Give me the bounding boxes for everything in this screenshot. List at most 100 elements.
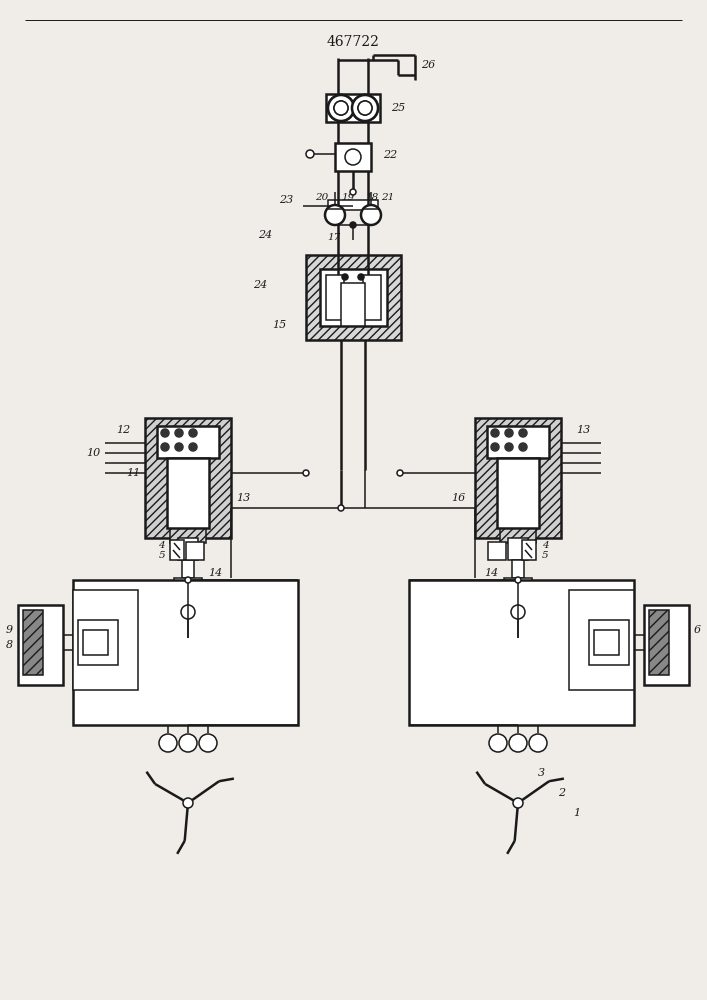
Circle shape [175, 429, 183, 437]
Text: 23: 23 [279, 195, 293, 205]
Bar [649, 610, 669, 675]
Bar [569, 590, 634, 690]
Circle shape [515, 577, 521, 583]
Bar [23, 610, 43, 675]
Bar [589, 620, 629, 665]
Circle shape [350, 189, 356, 195]
Circle shape [529, 734, 547, 752]
Circle shape [511, 605, 525, 619]
Bar [335, 143, 371, 171]
Circle shape [159, 734, 177, 752]
Bar [409, 580, 634, 725]
Bar [174, 578, 202, 590]
Bar [497, 458, 539, 528]
Bar [328, 200, 378, 210]
Text: 13: 13 [576, 425, 590, 435]
Circle shape [358, 274, 364, 280]
Circle shape [183, 798, 193, 808]
Circle shape [181, 605, 195, 619]
Bar [167, 458, 209, 528]
Bar [500, 523, 536, 543]
Bar [78, 620, 118, 665]
Text: 6: 6 [694, 625, 701, 635]
Text: 26: 26 [421, 60, 436, 70]
Circle shape [179, 734, 197, 752]
Circle shape [352, 95, 378, 121]
Bar [320, 269, 387, 326]
Circle shape [303, 470, 309, 476]
Text: 8: 8 [6, 640, 13, 650]
Bar [522, 540, 536, 560]
Circle shape [328, 95, 354, 121]
Circle shape [161, 443, 169, 451]
Text: 3: 3 [538, 768, 545, 778]
Text: 10: 10 [86, 448, 100, 458]
Text: 5: 5 [158, 550, 165, 560]
Text: 9: 9 [6, 625, 13, 635]
Bar [594, 630, 619, 655]
Bar [18, 605, 63, 685]
Circle shape [519, 429, 527, 437]
Circle shape [361, 205, 381, 225]
Circle shape [491, 429, 499, 437]
Text: 14: 14 [208, 568, 222, 578]
Bar [488, 542, 506, 560]
Bar [182, 590, 194, 610]
Text: 21: 21 [381, 194, 395, 202]
Circle shape [185, 577, 191, 583]
Bar [73, 580, 298, 725]
Bar [508, 538, 528, 560]
Bar [83, 630, 108, 655]
Circle shape [175, 443, 183, 451]
Bar [73, 590, 138, 690]
Circle shape [161, 429, 169, 437]
Bar [487, 426, 549, 458]
Circle shape [519, 443, 527, 451]
Circle shape [334, 101, 348, 115]
Circle shape [505, 429, 513, 437]
Text: 16: 16 [451, 493, 465, 503]
Bar [145, 418, 231, 538]
Text: 24: 24 [258, 230, 272, 240]
Circle shape [509, 734, 527, 752]
Bar [341, 283, 365, 326]
Text: 11: 11 [126, 468, 140, 478]
Bar [363, 275, 381, 320]
Circle shape [513, 798, 523, 808]
Circle shape [491, 443, 499, 451]
Bar [178, 538, 198, 560]
Text: 17: 17 [328, 233, 341, 242]
Bar [182, 560, 194, 578]
Circle shape [328, 95, 354, 121]
Bar [170, 540, 184, 560]
Circle shape [505, 443, 513, 451]
Text: 5: 5 [542, 550, 549, 560]
Circle shape [306, 150, 314, 158]
Text: 15: 15 [271, 320, 286, 330]
Text: 18: 18 [365, 194, 378, 202]
Circle shape [189, 429, 197, 437]
Circle shape [334, 101, 348, 115]
Text: 1: 1 [573, 808, 580, 818]
Bar [186, 542, 204, 560]
Bar [512, 590, 524, 610]
Circle shape [338, 505, 344, 511]
Circle shape [189, 443, 197, 451]
Text: 24: 24 [253, 280, 267, 290]
Circle shape [325, 205, 345, 225]
Bar [504, 578, 532, 590]
Bar [644, 605, 689, 685]
Circle shape [345, 149, 361, 165]
Text: 2: 2 [558, 788, 565, 798]
Circle shape [489, 734, 507, 752]
Bar [157, 426, 219, 458]
Text: 4: 4 [542, 540, 549, 550]
Bar [475, 418, 561, 538]
Circle shape [358, 101, 372, 115]
Text: 13: 13 [236, 493, 250, 503]
Circle shape [397, 470, 403, 476]
Text: 20: 20 [315, 194, 328, 202]
Text: 4: 4 [158, 540, 165, 550]
Circle shape [358, 101, 372, 115]
Bar [326, 275, 344, 320]
